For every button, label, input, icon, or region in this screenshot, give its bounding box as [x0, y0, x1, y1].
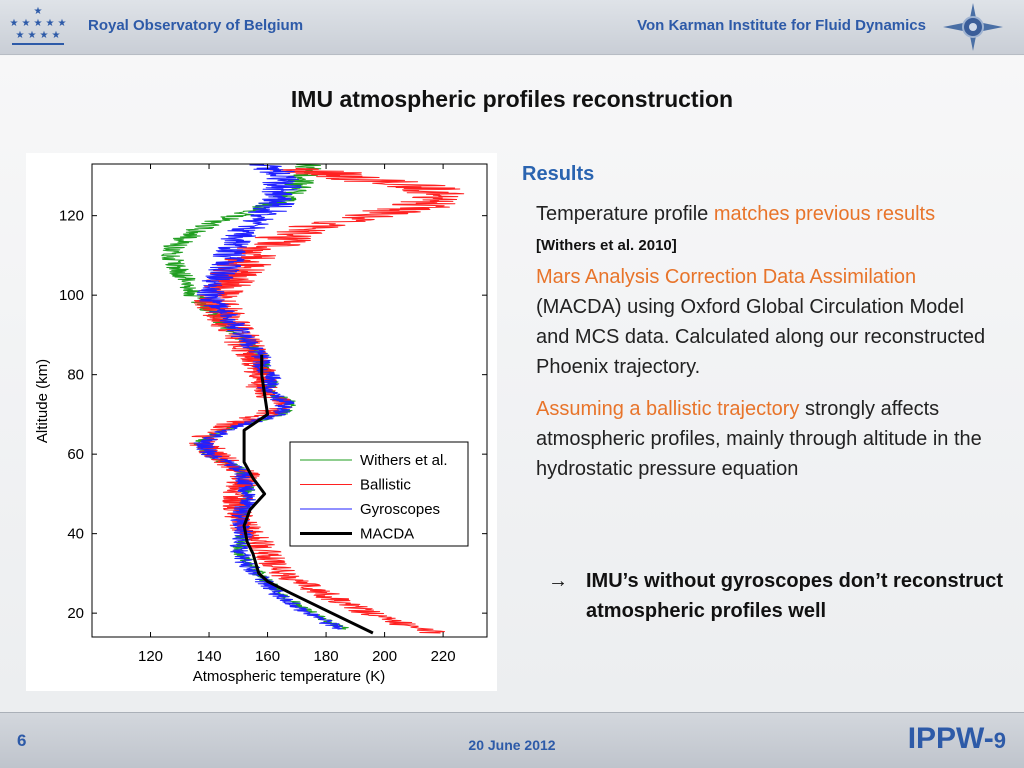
footer-bar: 6 20 June 2012 IPPW-9 — [0, 712, 1024, 768]
y-tick-label: 80 — [67, 367, 84, 384]
y-tick-label: 40 — [67, 526, 84, 543]
p3-highlight: Assuming a ballistic trajectory — [536, 398, 800, 420]
presentation-date: 20 June 2012 — [468, 737, 556, 753]
page-number: 6 — [17, 731, 27, 750]
x-tick-label: 140 — [197, 648, 222, 665]
temperature-profile-chart: 120 140 160 180 200 220 20 40 60 80 100 120 Atmosph… — [26, 153, 497, 691]
x-tick-label: 220 — [431, 648, 456, 665]
p2-text: (MACDA) using Oxford Global Circulation … — [536, 296, 986, 378]
y-tick-label: 100 — [59, 287, 84, 304]
x-tick-label: 200 — [372, 648, 397, 665]
plot-frame — [91, 163, 488, 638]
result-paragraph-3: Assuming a ballistic trajectory strongly… — [536, 394, 1001, 484]
svg-text:★: ★ — [34, 18, 43, 29]
conclusion-text: IMU’s without gyroscopes don’t reconstru… — [586, 570, 1004, 622]
svg-text:★: ★ — [28, 30, 37, 41]
p1-highlight: matches previous results — [713, 203, 936, 225]
svg-text:★: ★ — [10, 18, 19, 29]
y-tick-label: 120 — [59, 208, 84, 225]
legend-label: Withers et al. — [360, 452, 448, 469]
result-paragraph-1: Temperature profile matches previous res… — [536, 199, 1014, 261]
svg-text:★: ★ — [46, 18, 55, 29]
y-tick-label: 20 — [67, 605, 84, 622]
p3-text: strongly affects atmospheric profiles, m… — [536, 398, 982, 480]
svg-text:★: ★ — [52, 30, 61, 41]
header-bar: ★ ★ ★ ★ ★ ★ ★ ★ ★ ★ Royal Observatory of Belgiu… — [0, 0, 1024, 55]
result-paragraph-2: Mars Analysis Correction Data Assimilati… — [536, 262, 996, 382]
p1-text: Temperature profile — [536, 203, 709, 225]
series-line-ballistic — [189, 168, 465, 634]
legend-box — [289, 441, 469, 547]
series-line-macda — [242, 354, 374, 635]
royal-observatory-label: Royal Observatory of Belgium — [88, 17, 304, 34]
p1-citation: [Withers et al. 2010] — [536, 237, 677, 254]
conclusion: → IMU’s without gyroscopes don’t reconst… — [548, 566, 1008, 626]
results-heading: Results — [522, 163, 595, 185]
svg-text:★: ★ — [58, 18, 67, 29]
y-axis-label: Altitude (km) — [34, 359, 51, 443]
ippw-brand-number: 9 — [993, 728, 1006, 753]
von-karman-label: Von Karman Institute for Fluid Dynamics — [637, 17, 926, 34]
royal-observatory-stars-logo: ★ ★ ★ ★ ★ ★ ★ ★ ★ ★ — [10, 6, 67, 45]
legend-label: Ballistic — [360, 477, 411, 494]
y-tick-label: 60 — [67, 446, 84, 463]
series-line-gyroscopes — [193, 164, 343, 630]
x-tick-label: 160 — [255, 648, 280, 665]
chart-svg: 120 140 160 180 200 220 20 40 60 80 100 120 Atmosph… — [34, 163, 488, 685]
ippw-brand: IPPW-9 — [908, 722, 1006, 756]
x-tick-label: 120 — [138, 648, 163, 665]
vki-compass-logo — [943, 3, 1003, 51]
slide-title: IMU atmospheric profiles reconstruction — [290, 86, 734, 112]
svg-text:★: ★ — [40, 30, 49, 41]
legend-label: MACDA — [360, 526, 414, 543]
arrow-right-icon: → — [548, 570, 568, 592]
x-tick-label: 180 — [314, 648, 339, 665]
legend-label: Gyroscopes — [360, 501, 440, 518]
p2-highlight: Mars Analysis Correction Data Assimilati… — [536, 266, 917, 288]
svg-text:★: ★ — [22, 18, 31, 29]
x-axis-label: Atmospheric temperature (K) — [193, 668, 386, 685]
svg-text:★: ★ — [16, 30, 25, 41]
ippw-brand-text: IPPW- — [907, 722, 994, 755]
svg-text:★: ★ — [34, 6, 43, 17]
